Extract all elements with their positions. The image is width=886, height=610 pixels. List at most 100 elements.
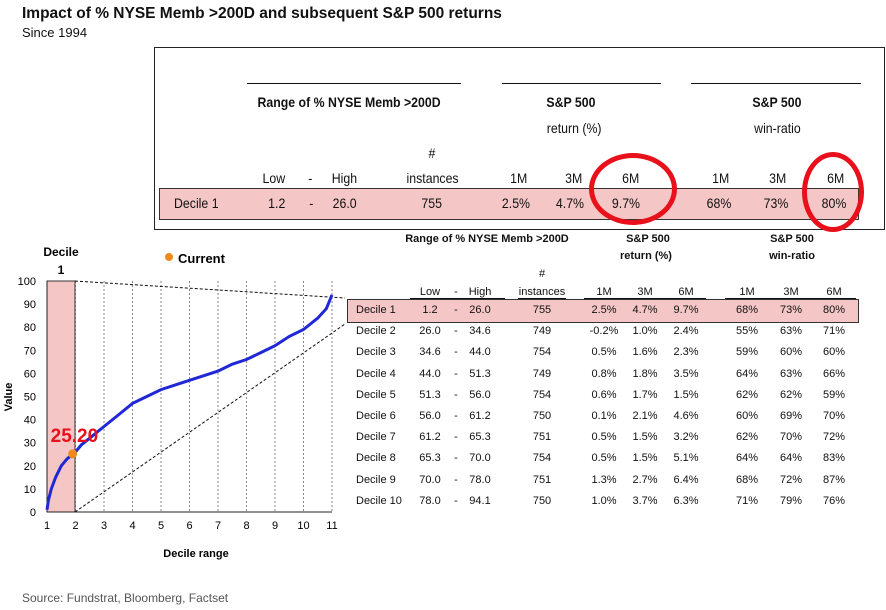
y-tick-label: 0: [30, 507, 36, 519]
table-cell-label: Decile 2: [356, 325, 396, 338]
table-cell-dash: -: [454, 431, 458, 444]
y-tick-label: 40: [24, 415, 36, 427]
zoom-row-dash: -: [309, 195, 314, 211]
table-cell-high: 56.0: [469, 388, 491, 401]
zoom-1m-header: 1M: [510, 170, 528, 186]
1m-header: 1M: [596, 286, 612, 298]
table-cell-inst: 754: [532, 452, 552, 465]
table-cell-w6m: 59%: [822, 388, 846, 401]
zoom-row-win3m: 73%: [763, 195, 789, 211]
table-cell-w3m: 63%: [779, 325, 803, 338]
table-cell-label: Decile 8: [356, 452, 396, 465]
table-cell-w6m: 71%: [822, 325, 846, 338]
header-underline: [584, 298, 706, 299]
table-cell-r6m: 1.5%: [673, 388, 699, 401]
table-cell-r3m: 2.7%: [632, 473, 658, 486]
3m-header: 3M: [637, 286, 653, 298]
table-cell-w1m: 71%: [735, 494, 759, 507]
x-tick-label: 10: [297, 520, 309, 532]
table-cell-w1m: 64%: [735, 367, 759, 380]
table-cell-w6m: 83%: [822, 452, 846, 465]
table-cell-w3m: 63%: [779, 367, 803, 380]
zoom-hash-header: #: [428, 145, 436, 161]
table-cell-w1m: 62%: [735, 431, 759, 444]
table-cell-low: 65.3: [419, 452, 441, 465]
table-cell-r6m: 3.2%: [673, 431, 699, 444]
table-cell-high: 78.0: [469, 473, 491, 486]
range-header: Range of % NYSE Memb >200D: [405, 233, 569, 245]
table-cell-low: 26.0: [419, 325, 441, 338]
table-cell-high: 61.2: [469, 410, 491, 422]
zoomed-table: Range of % NYSE Memb >200D S&P 500 retur…: [154, 47, 885, 232]
table-cell-label: Decile 9: [356, 473, 396, 486]
table-cell-r3m: 1.0%: [632, 325, 658, 338]
table-cell-low: 51.3: [419, 388, 441, 401]
table-cell-r1m: 1.0%: [591, 494, 617, 507]
table-cell-r1m: 2.5%: [591, 304, 617, 316]
y-tick-label: 50: [24, 392, 36, 404]
table-cell-r3m: 4.7%: [632, 304, 658, 316]
y-tick-label: 20: [24, 461, 36, 473]
table-cell-w6m: 60%: [822, 346, 846, 359]
3m2-header: 3M: [783, 286, 799, 298]
table-cell-dash: -: [454, 367, 458, 380]
table-cell-dash: -: [454, 410, 458, 422]
table-cell-high: 34.6: [469, 325, 491, 338]
table-cell-inst: 749: [532, 325, 552, 338]
table-cell-r6m: 6.4%: [673, 473, 699, 486]
table-cell-w6m: 70%: [822, 410, 846, 422]
legend-marker: [165, 253, 173, 261]
table-cell-dash: -: [454, 494, 458, 507]
table-cell-r1m: -0.2%: [589, 325, 619, 338]
y-tick-label: 80: [24, 322, 36, 334]
table-cell-w1m: 60%: [735, 410, 759, 422]
zoom-row-instances: 755: [421, 195, 442, 211]
zoom-row-high: 26.0: [332, 195, 357, 211]
table-cell-r1m: 0.5%: [591, 346, 617, 359]
table-cell-r3m: 1.6%: [632, 346, 658, 359]
table-cell-r3m: 1.8%: [632, 367, 658, 380]
table-cell-w3m: 62%: [779, 388, 803, 401]
zoom-low-header: Low: [262, 170, 286, 186]
instances-header: instances: [518, 286, 566, 298]
zoom-row-3m: 4.7%: [555, 195, 585, 211]
x-tick-label: 4: [129, 520, 135, 532]
page-subtitle: Since 1994: [22, 25, 88, 40]
header-rule: [247, 83, 461, 84]
current-value-label: 25.20: [51, 426, 99, 447]
table-cell-label: Decile 7: [356, 431, 396, 444]
table-cell-r3m: 1.5%: [632, 431, 658, 444]
table-cell-inst: 750: [532, 494, 552, 507]
sp-header: S&P 500: [626, 233, 670, 245]
zoom-range-header: Range of % NYSE Memb >200D: [257, 94, 441, 110]
x-tick-label: 5: [158, 520, 164, 532]
table-cell-high: 26.0: [469, 304, 491, 316]
table-cell-r6m: 2.4%: [673, 325, 699, 338]
table-cell-inst: 754: [532, 388, 552, 401]
y-tick-label: 60: [24, 368, 36, 380]
source-note: Source: Fundstrat, Bloomberg, Factset: [22, 591, 229, 605]
zoom-sp-header: S&P 500: [546, 94, 596, 110]
table-cell-label: Decile 3: [356, 346, 396, 359]
table-cell-r6m: 6.3%: [673, 494, 699, 507]
table-cell-low: 1.2: [422, 304, 438, 316]
table-cell-label: Decile 6: [356, 410, 396, 422]
y-tick-label: 10: [24, 484, 36, 496]
y-tick-label: 70: [24, 345, 36, 357]
table-cell-w6m: 72%: [822, 431, 846, 444]
6m2-header: 6M: [826, 286, 842, 298]
table-cell-high: 94.1: [469, 494, 491, 507]
highlight-label-bottom: 1: [58, 263, 65, 277]
high-header: High: [468, 286, 492, 298]
x-tick-label: 1: [44, 520, 50, 532]
x-tick-label: 9: [272, 520, 278, 532]
table-cell-w6m: 66%: [822, 367, 846, 380]
header-rule: [691, 83, 861, 84]
table-cell-r6m: 4.6%: [673, 410, 699, 422]
legend-label: Current: [178, 251, 226, 266]
table-cell-inst: 750: [532, 410, 552, 422]
table-cell-low: 78.0: [419, 494, 441, 507]
table-cell-w1m: 55%: [735, 325, 759, 338]
table-cell-r3m: 2.1%: [632, 410, 658, 422]
